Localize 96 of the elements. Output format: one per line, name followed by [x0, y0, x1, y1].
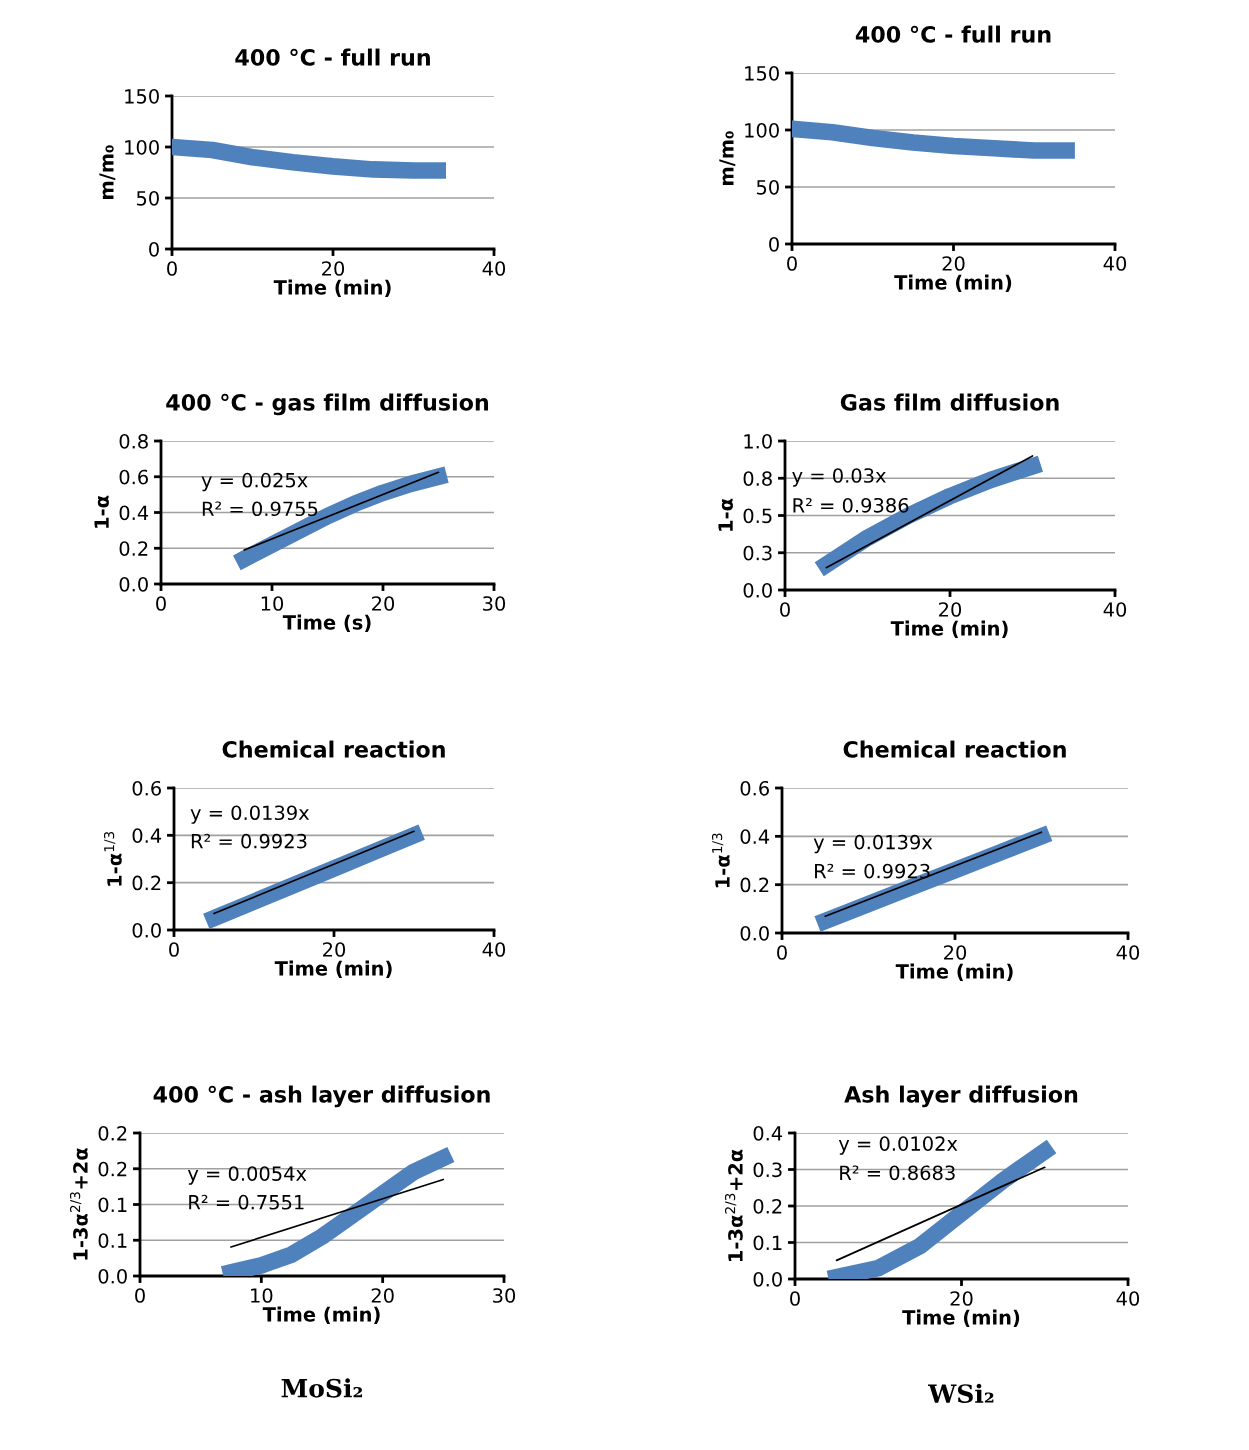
x-tick-label: 40 [1116, 945, 1140, 960]
y-tick-label: 0.0 [753, 1271, 782, 1287]
y-axis-title: 1-α$^{1/3}$ [103, 831, 122, 886]
annotation: y = 0.0054x [187, 1166, 307, 1185]
y-tick-label: 0.0 [119, 576, 148, 592]
x-tick-label: 20 [939, 602, 962, 617]
annotation: R² = 0.9386 [793, 497, 909, 513]
y-tick-label: 0.1 [98, 1197, 127, 1213]
y-tick-label: 100 [125, 139, 159, 155]
y-tick-label: 0.2 [98, 1125, 127, 1141]
annotation: y = 0.0102x [838, 1136, 958, 1155]
x-axis-title: Time (min) [273, 279, 391, 297]
y-tick-label: 50 [136, 190, 159, 206]
y-tick-label: 0.4 [132, 828, 162, 843]
chart-title: 400 °C - ash layer diffusion [153, 1085, 490, 1108]
x-tick-label: 10 [261, 596, 284, 611]
y-tick-label: 150 [125, 88, 159, 104]
annotation: y = 0.03x [792, 468, 886, 487]
chart-title: 400 °C - full run [855, 25, 1051, 43]
y-axis-title: m/m₀ [99, 145, 116, 199]
annotation: R² = 0.9755 [202, 501, 318, 517]
text: WSi₂ [927, 1383, 994, 1404]
x-tick-label: 30 [483, 596, 506, 611]
y-axis-title: 1-α$^{1/3}$ [711, 833, 730, 888]
y-tick-label: 0.8 [119, 433, 148, 449]
y-tick-label: 0.4 [740, 829, 770, 844]
y-tick-label: 100 [745, 122, 779, 138]
y-tick-label: 0.2 [753, 1198, 782, 1214]
x-tick-label: 40 [1116, 1291, 1140, 1306]
y-tick-label: 0.4 [119, 505, 149, 521]
x-tick-label: 20 [944, 945, 967, 960]
y-axis-title: 1-3α$^{2/3}$+2α [69, 1148, 88, 1260]
x-tick-label: 40 [1103, 256, 1127, 271]
annotation: y = 0.0139x [813, 834, 933, 854]
x-tick-label: 0 [169, 942, 179, 957]
x-axis-title: Time (min) [262, 1306, 380, 1324]
y-axis-title: m/m₀ [719, 131, 736, 185]
y-tick-label: 0.2 [98, 1161, 127, 1177]
annotation: R² = 0.9923 [815, 863, 930, 879]
chart-title: Ash layer diffusion [844, 1085, 1078, 1108]
y-tick-label: 0.4 [753, 1125, 783, 1141]
x-tick-label: 0 [167, 261, 177, 276]
y-tick-label: 0.1 [98, 1233, 127, 1248]
chart-title: Gas film diffusion [840, 393, 1059, 411]
y-axis-title: 1-α [94, 495, 109, 528]
x-tick-label: 0 [787, 256, 797, 271]
y-tick-label: 0.3 [743, 545, 772, 561]
y-tick-label: 50 [756, 179, 779, 195]
y-tick-label: 0.0 [740, 925, 769, 941]
text: MoSi₂ [281, 1378, 363, 1398]
y-tick-label: 0.0 [132, 922, 161, 938]
y-tick-label: 0.2 [740, 877, 769, 893]
x-tick-label: 20 [942, 256, 965, 271]
annotation: y = 0.025x [201, 472, 308, 492]
y-tick-label: 0.0 [98, 1268, 127, 1284]
x-axis-title: Time (min) [890, 620, 1008, 638]
chart-title: Chemical reaction [222, 740, 445, 758]
x-tick-label: 20 [950, 1291, 973, 1306]
x-axis-title: Time (min) [894, 274, 1012, 292]
annotation: R² = 0.9923 [191, 833, 307, 849]
x-tick-label: 20 [371, 1288, 394, 1303]
x-tick-label: 20 [323, 942, 346, 957]
y-tick-label: 0 [149, 241, 159, 257]
y-tick-label: 1.0 [744, 433, 772, 449]
x-tick-label: 20 [322, 261, 345, 276]
x-axis-title: Time (min) [902, 1309, 1020, 1327]
x-tick-label: 30 [493, 1288, 516, 1303]
y-tick-label: 0.6 [119, 469, 148, 485]
y-tick-label: 150 [745, 65, 779, 81]
chart-title: 400 °C - full run [235, 48, 430, 66]
y-axis-title: 1-α [718, 498, 733, 531]
y-tick-label: 0.2 [119, 541, 148, 556]
chart-title: Chemical reaction [843, 740, 1066, 758]
y-tick-label: 0.5 [743, 508, 772, 524]
chart-title: 400 °C - gas film diffusion [166, 393, 489, 416]
y-tick-label: 0.0 [743, 582, 772, 598]
y-tick-label: 0.6 [740, 780, 769, 796]
y-tick-label: 0.8 [743, 471, 772, 486]
x-tick-label: 10 [251, 1288, 273, 1303]
y-tick-label: 0.3 [753, 1162, 782, 1178]
y-tick-label: 0.1 [753, 1235, 782, 1251]
annotation: y = 0.0139x [190, 805, 310, 824]
annotation: R² = 0.7551 [189, 1194, 304, 1210]
annotation: R² = 0.8683 [840, 1165, 955, 1181]
y-axis-title: 1-3α$^{2/3}$+2α [724, 1149, 743, 1261]
x-tick-label: 0 [790, 1291, 800, 1306]
x-axis-title: Time (s) [282, 614, 371, 632]
x-axis-title: Time (min) [895, 963, 1013, 981]
y-tick-label: 0.2 [132, 875, 161, 891]
x-tick-label: 40 [482, 261, 506, 276]
x-axis-title: Time (min) [274, 960, 392, 978]
y-tick-label: 0.6 [132, 780, 161, 796]
x-tick-label: 40 [1103, 602, 1127, 617]
x-tick-label: 20 [372, 596, 395, 611]
y-tick-label: 0 [769, 236, 779, 252]
x-tick-label: 40 [482, 942, 506, 957]
